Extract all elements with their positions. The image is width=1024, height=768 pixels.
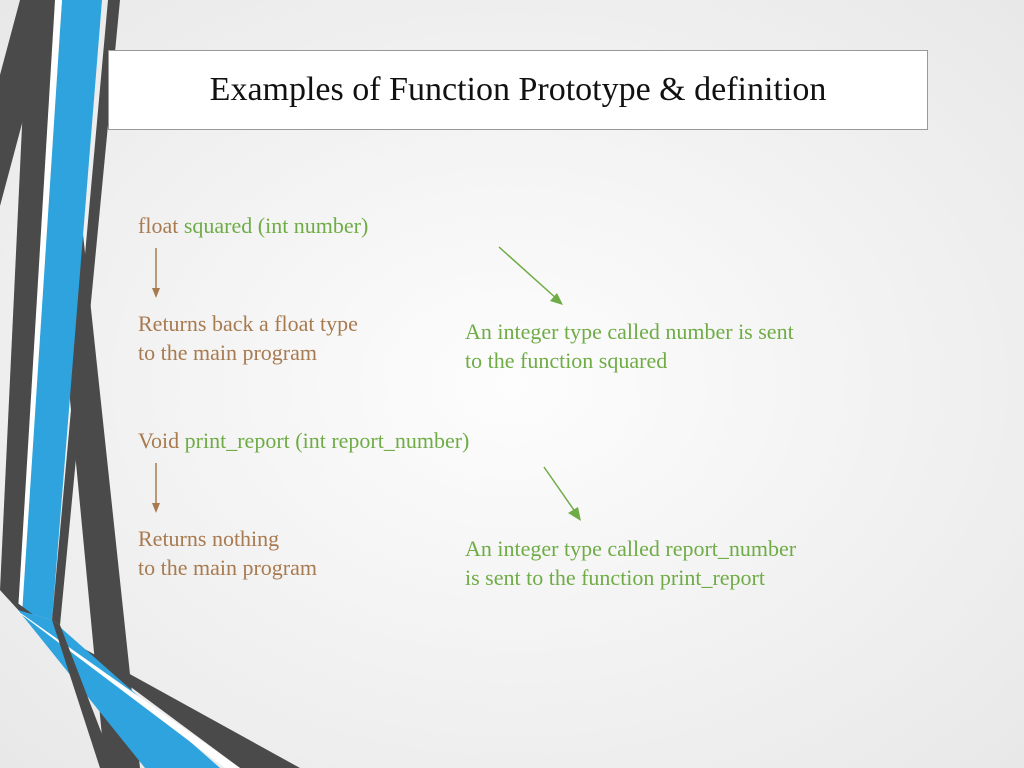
arrow-down-1: [150, 248, 162, 300]
prototype-1: float squared (int number): [138, 213, 368, 239]
desc-left2-line2: to the main program: [138, 555, 317, 580]
desc-right-2: An integer type called report_number is …: [465, 535, 885, 592]
desc-right-1: An integer type called number is sent to…: [465, 318, 865, 375]
content-area: float squared (int number) Returns back …: [0, 0, 1024, 768]
desc-left-1: Returns back a float type to the main pr…: [138, 310, 358, 367]
proto2-name: print_report: [185, 428, 296, 453]
arrow-down-2: [150, 463, 162, 515]
proto1-name: squared: [184, 213, 258, 238]
desc-left1-line1: Returns back a float type: [138, 311, 358, 336]
desc-right2-line2: is sent to the function print_report: [465, 565, 765, 590]
desc-left-2: Returns nothing to the main program: [138, 525, 317, 582]
desc-right1-line2: to the function squared: [465, 348, 667, 373]
desc-right1-line1: An integer type called number is sent: [465, 319, 794, 344]
proto2-params: (int report_number): [295, 428, 469, 453]
arrow-diag-2: [540, 463, 595, 528]
proto1-params: (int number): [258, 213, 369, 238]
arrow-diag-1: [495, 243, 575, 315]
prototype-2: Void print_report (int report_number): [138, 428, 469, 454]
desc-right2-line1: An integer type called report_number: [465, 536, 796, 561]
desc-left2-line1: Returns nothing: [138, 526, 279, 551]
proto2-return-type: Void: [138, 428, 185, 453]
proto1-return-type: float: [138, 213, 184, 238]
desc-left1-line2: to the main program: [138, 340, 317, 365]
